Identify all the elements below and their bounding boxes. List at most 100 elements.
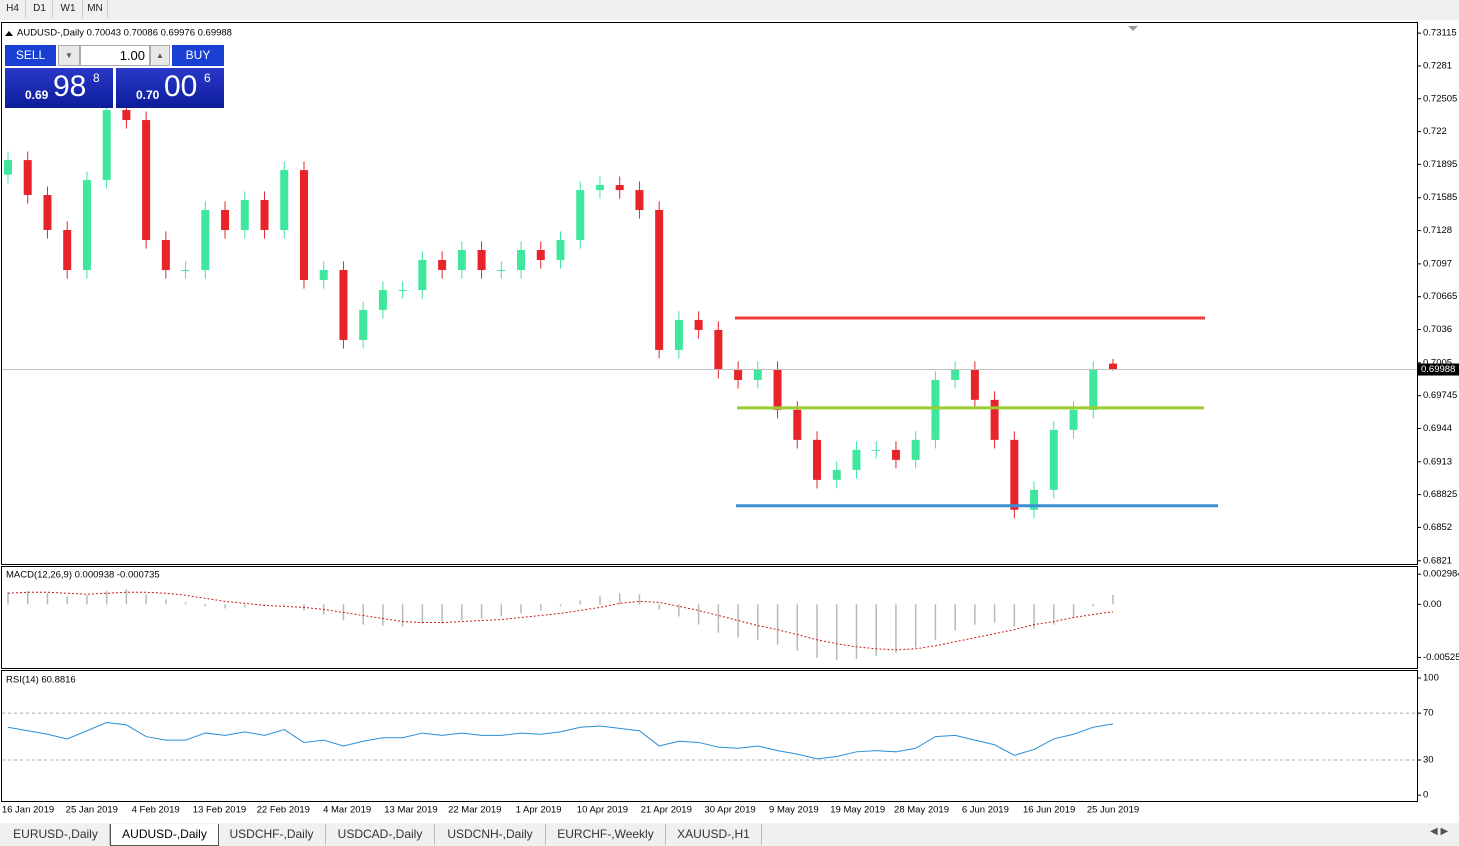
- x-tick-label: 28 May 2019: [894, 805, 949, 816]
- candle-body: [457, 250, 466, 271]
- candle-body: [398, 290, 407, 292]
- candle-body: [970, 369, 979, 400]
- y-tick-label: 0.73115: [1423, 28, 1457, 39]
- main-panel: [1, 22, 1418, 565]
- price-pip: 8: [93, 71, 100, 85]
- candle-body: [714, 329, 723, 370]
- chart-tab[interactable]: USDCHF-,Daily: [218, 824, 326, 845]
- candle-body: [615, 185, 624, 191]
- x-tick-label: 1 Apr 2019: [516, 805, 562, 816]
- timeframe-button[interactable]: MN: [83, 0, 108, 18]
- sell-price[interactable]: 0.69 98 8: [5, 68, 113, 108]
- price-big: 0.69: [25, 88, 49, 102]
- x-tick-label: 16 Jun 2019: [1023, 805, 1075, 816]
- candle-body: [674, 319, 683, 350]
- timeframe-button[interactable]: D1: [27, 0, 53, 18]
- candle-body: [378, 290, 387, 310]
- y-tick-label: 100: [1423, 673, 1439, 684]
- candle-body: [911, 439, 920, 460]
- chart-tab[interactable]: XAUUSD-,H1: [666, 824, 762, 845]
- y-tick-label: 30: [1423, 755, 1434, 766]
- candle-body: [694, 319, 703, 330]
- candle-body: [142, 120, 151, 240]
- candle-body: [536, 250, 545, 261]
- x-tick-label: 9 May 2019: [769, 805, 819, 816]
- x-tick-label: 19 May 2019: [830, 805, 885, 816]
- candle-body: [161, 240, 170, 271]
- candle-body: [319, 270, 328, 281]
- candle-body: [734, 369, 743, 380]
- macd-panel: [1, 566, 1418, 669]
- candle-body: [299, 170, 308, 281]
- rsi-title: RSI(14) 60.8816: [6, 675, 76, 686]
- x-tick-label: 25 Jan 2019: [66, 805, 118, 816]
- candle-body: [280, 170, 289, 230]
- candle-body: [497, 270, 506, 272]
- candle-body: [339, 270, 348, 340]
- y-tick-label: 0.00: [1423, 599, 1442, 610]
- chart-tab[interactable]: EURUSD-,Daily: [2, 824, 110, 845]
- y-tick-label: 0.7281: [1423, 60, 1452, 71]
- timeframe-button[interactable]: W1: [54, 0, 83, 18]
- candle-body: [221, 209, 230, 230]
- candle-body: [418, 260, 427, 291]
- y-tick-label: 0.7036: [1423, 324, 1452, 335]
- candle-body: [872, 449, 881, 451]
- y-tick-label: 0.7097: [1423, 258, 1452, 269]
- price-pip: 6: [204, 71, 211, 85]
- candle-body: [43, 195, 52, 230]
- volume-up[interactable]: ▲: [150, 45, 170, 66]
- y-tick-label: 0.71585: [1423, 192, 1457, 203]
- buy-button[interactable]: BUY: [172, 45, 224, 66]
- chart-tab[interactable]: EURCHF-,Weekly: [546, 824, 666, 845]
- timeframe-button[interactable]: H4: [0, 0, 26, 18]
- candle-body: [832, 469, 841, 480]
- candle-body: [852, 449, 861, 470]
- chart-tab[interactable]: AUDUSD-,Daily: [110, 824, 219, 846]
- candle-body: [813, 439, 822, 480]
- candle-body: [990, 399, 999, 440]
- x-tick-label: 30 Apr 2019: [704, 805, 755, 816]
- last-price-box: [1418, 363, 1459, 376]
- candle-body: [1049, 429, 1058, 490]
- volume-input[interactable]: 1.00: [80, 45, 150, 66]
- macd-title: MACD(12,26,9) 0.000938 -0.000735: [6, 570, 160, 581]
- y-tick-label: 0.7128: [1423, 225, 1452, 236]
- candle-body: [517, 250, 526, 271]
- last-price-label: 0.69988: [1421, 364, 1455, 375]
- y-tick-label: 0: [1423, 790, 1428, 801]
- x-tick-label: 22 Mar 2019: [448, 805, 501, 816]
- y-tick-label: 0.6821: [1423, 555, 1452, 566]
- shift-marker: [1128, 26, 1138, 31]
- y-tick-label: 0.722: [1423, 126, 1447, 137]
- candle-body: [201, 209, 210, 271]
- x-tick-label: 22 Feb 2019: [257, 805, 310, 816]
- candle-body: [4, 160, 12, 175]
- volume-down[interactable]: ▼: [58, 45, 80, 66]
- x-tick-label: 10 Apr 2019: [577, 805, 628, 816]
- y-tick-label: 0.68825: [1423, 489, 1457, 500]
- x-tick-label: 25 Jun 2019: [1087, 805, 1139, 816]
- candle-body: [1010, 439, 1019, 510]
- collapse-icon: [5, 31, 13, 36]
- price-main: 00: [164, 70, 198, 103]
- y-tick-label: 0.7005: [1423, 357, 1452, 368]
- y-tick-label: 0.6913: [1423, 456, 1452, 467]
- chart-tab[interactable]: USDCNH-,Daily: [435, 824, 546, 845]
- tab-scroll[interactable]: ◀ ▶: [1430, 826, 1449, 837]
- candle-body: [595, 185, 604, 191]
- y-tick-label: 0.6852: [1423, 522, 1452, 533]
- y-tick-label: 0.002984: [1423, 569, 1459, 580]
- candle-body: [260, 199, 269, 230]
- chart-title: AUDUSD-,Daily 0.70043 0.70086 0.69976 0.…: [17, 28, 232, 39]
- y-tick-label: 0.69745: [1423, 390, 1457, 401]
- chart-tab[interactable]: USDCAD-,Daily: [326, 824, 435, 845]
- candle-body: [655, 209, 664, 350]
- sell-button[interactable]: SELL: [5, 45, 56, 66]
- candle-body: [1109, 363, 1117, 370]
- buy-price[interactable]: 0.70 00 6: [116, 68, 224, 108]
- rsi-panel: [1, 670, 1418, 802]
- candle-body: [240, 199, 249, 230]
- candle-body: [1089, 369, 1098, 410]
